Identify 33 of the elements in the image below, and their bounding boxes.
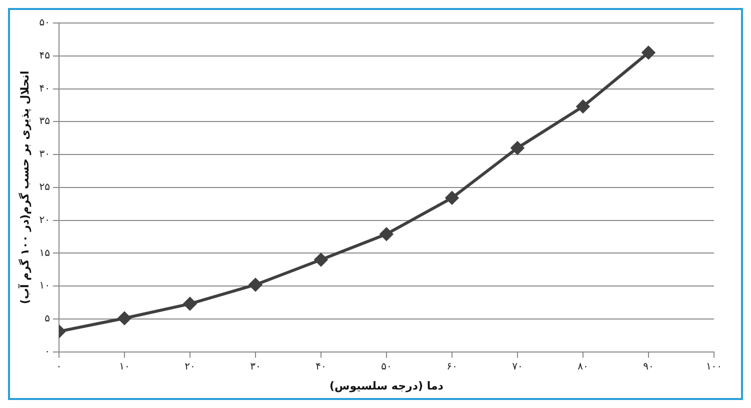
x-tick-label: ۷۰	[512, 361, 523, 372]
y-axis-title: انحلال پذیری بر حسب گرم(در ۱۰۰ گرم آب)	[17, 70, 32, 304]
y-tick-label: ۳۰	[39, 149, 50, 160]
point	[314, 253, 328, 266]
x-tick-label: ۵۰	[381, 361, 392, 372]
x-tick-label: ۲۰	[184, 361, 196, 372]
x-tick-label: ۱۰	[119, 361, 130, 372]
y-tick-label: ۲۰	[39, 214, 50, 226]
x-tick-label: ۹۰	[643, 361, 654, 372]
x-tick-label: ۰	[56, 361, 62, 372]
point	[576, 100, 590, 114]
x-axis-title: دما (درجه سلسیوس)	[329, 379, 444, 392]
x-tick-label: ۴۰	[316, 361, 326, 372]
point	[248, 278, 262, 292]
y-tick-label: ۲۵	[39, 182, 50, 193]
point	[445, 191, 458, 204]
x-tick-label: ۶۰	[446, 361, 458, 372]
y-tick-label: ۱۰	[39, 280, 50, 292]
x-tick-label: ۸۰	[578, 361, 588, 372]
x-tick-label: ۳۰	[250, 361, 261, 372]
point	[118, 312, 131, 325]
y-tick-label: ۵	[44, 314, 50, 325]
x-tick-label: ۱۰۰	[706, 361, 722, 372]
y-tick-label: ۵۰	[39, 18, 50, 29]
point	[510, 141, 524, 154]
y-tick-label: ۱۵	[39, 248, 50, 259]
point	[183, 297, 196, 310]
y-tick-label: ۰	[44, 346, 50, 358]
y-tick-label: ۴۵	[39, 50, 50, 62]
point	[380, 228, 393, 241]
y-tick-label: ۳۵	[39, 116, 50, 128]
y-tick-label: ۴۰	[39, 83, 50, 94]
point	[642, 46, 655, 60]
